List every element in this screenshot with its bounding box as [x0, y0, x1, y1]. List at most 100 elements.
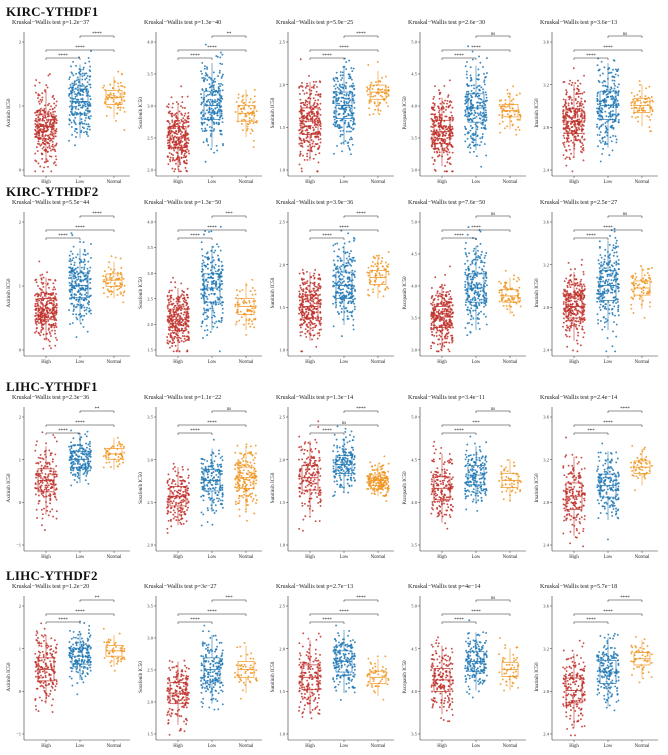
y-tick-label: 2 [19, 40, 22, 45]
data-point [312, 104, 315, 107]
data-point [348, 255, 351, 258]
data-point [171, 106, 174, 109]
data-point [48, 286, 50, 289]
data-point [76, 86, 79, 89]
x-tick-label: Low [76, 180, 85, 185]
data-point [84, 274, 87, 277]
data-point [108, 261, 111, 264]
data-point [347, 121, 350, 124]
data-point [443, 102, 445, 105]
data-point [337, 255, 340, 258]
data-point [39, 165, 42, 168]
data-point [75, 316, 78, 319]
data-point [53, 97, 56, 100]
data-point [48, 124, 51, 127]
data-point [169, 145, 172, 148]
data-point [448, 79, 451, 82]
data-point [438, 89, 440, 92]
data-point [85, 291, 88, 294]
data-point [351, 310, 354, 312]
data-point [617, 74, 620, 77]
data-point [68, 87, 71, 90]
data-point [87, 125, 90, 128]
data-point [309, 136, 312, 139]
data-point [472, 137, 475, 140]
data-point [332, 100, 335, 103]
significance-bracket [177, 49, 247, 52]
data-point [169, 110, 171, 113]
data-point [583, 138, 586, 141]
data-point [46, 300, 49, 303]
data-point [220, 275, 223, 278]
data-point [68, 139, 71, 142]
data-point [648, 85, 651, 88]
data-point [52, 162, 55, 165]
significance-label: **** [207, 46, 217, 51]
data-point [302, 89, 304, 92]
data-point [335, 304, 338, 306]
data-point [75, 336, 78, 339]
data-point [41, 296, 44, 299]
data-point [252, 122, 255, 125]
data-point [339, 130, 342, 132]
data-point [218, 82, 220, 85]
data-point [338, 294, 341, 297]
data-point [468, 151, 471, 154]
data-point [89, 75, 92, 78]
data-point [212, 129, 215, 132]
x-tick-label: High [305, 360, 315, 365]
data-point [481, 112, 484, 115]
data-point [312, 140, 315, 143]
data-point [86, 81, 89, 84]
data-point [82, 68, 85, 71]
data-point [602, 92, 605, 95]
data-point [441, 127, 444, 130]
data-point [313, 276, 316, 279]
data-point [208, 93, 211, 96]
data-point [186, 350, 189, 353]
data-point [577, 85, 579, 87]
data-point [74, 95, 77, 98]
data-point [122, 277, 125, 280]
significance-label: ** [227, 32, 232, 37]
data-point [111, 291, 114, 293]
data-point [605, 130, 608, 133]
data-point [88, 301, 91, 304]
data-point [41, 135, 44, 138]
data-point [171, 338, 174, 340]
data-point [180, 327, 183, 330]
data-point [608, 154, 611, 157]
data-point [299, 334, 302, 337]
data-point [204, 43, 207, 46]
x-tick-label: Low [340, 180, 349, 185]
data-point [48, 115, 50, 118]
data-point [317, 99, 320, 101]
data-point [68, 277, 71, 280]
data-point [36, 109, 39, 112]
data-point [206, 329, 209, 331]
data-point [86, 75, 89, 77]
data-point [302, 101, 305, 104]
data-point [168, 122, 171, 125]
data-point [437, 147, 440, 150]
data-point [345, 100, 348, 103]
data-point [48, 145, 51, 147]
data-point [314, 99, 317, 102]
data-point [219, 62, 222, 65]
data-point [80, 266, 83, 269]
data-point [447, 94, 450, 97]
data-point [299, 284, 302, 287]
data-point [342, 97, 345, 100]
data-point [344, 122, 346, 125]
data-point [102, 86, 104, 89]
data-point [308, 127, 311, 130]
data-point [47, 338, 50, 341]
data-point [55, 326, 58, 329]
data-point [345, 61, 348, 64]
data-point [68, 254, 71, 257]
data-point [298, 290, 301, 293]
data-point [182, 340, 185, 343]
data-point [180, 118, 183, 121]
data-point [174, 127, 176, 130]
data-point [478, 117, 481, 120]
